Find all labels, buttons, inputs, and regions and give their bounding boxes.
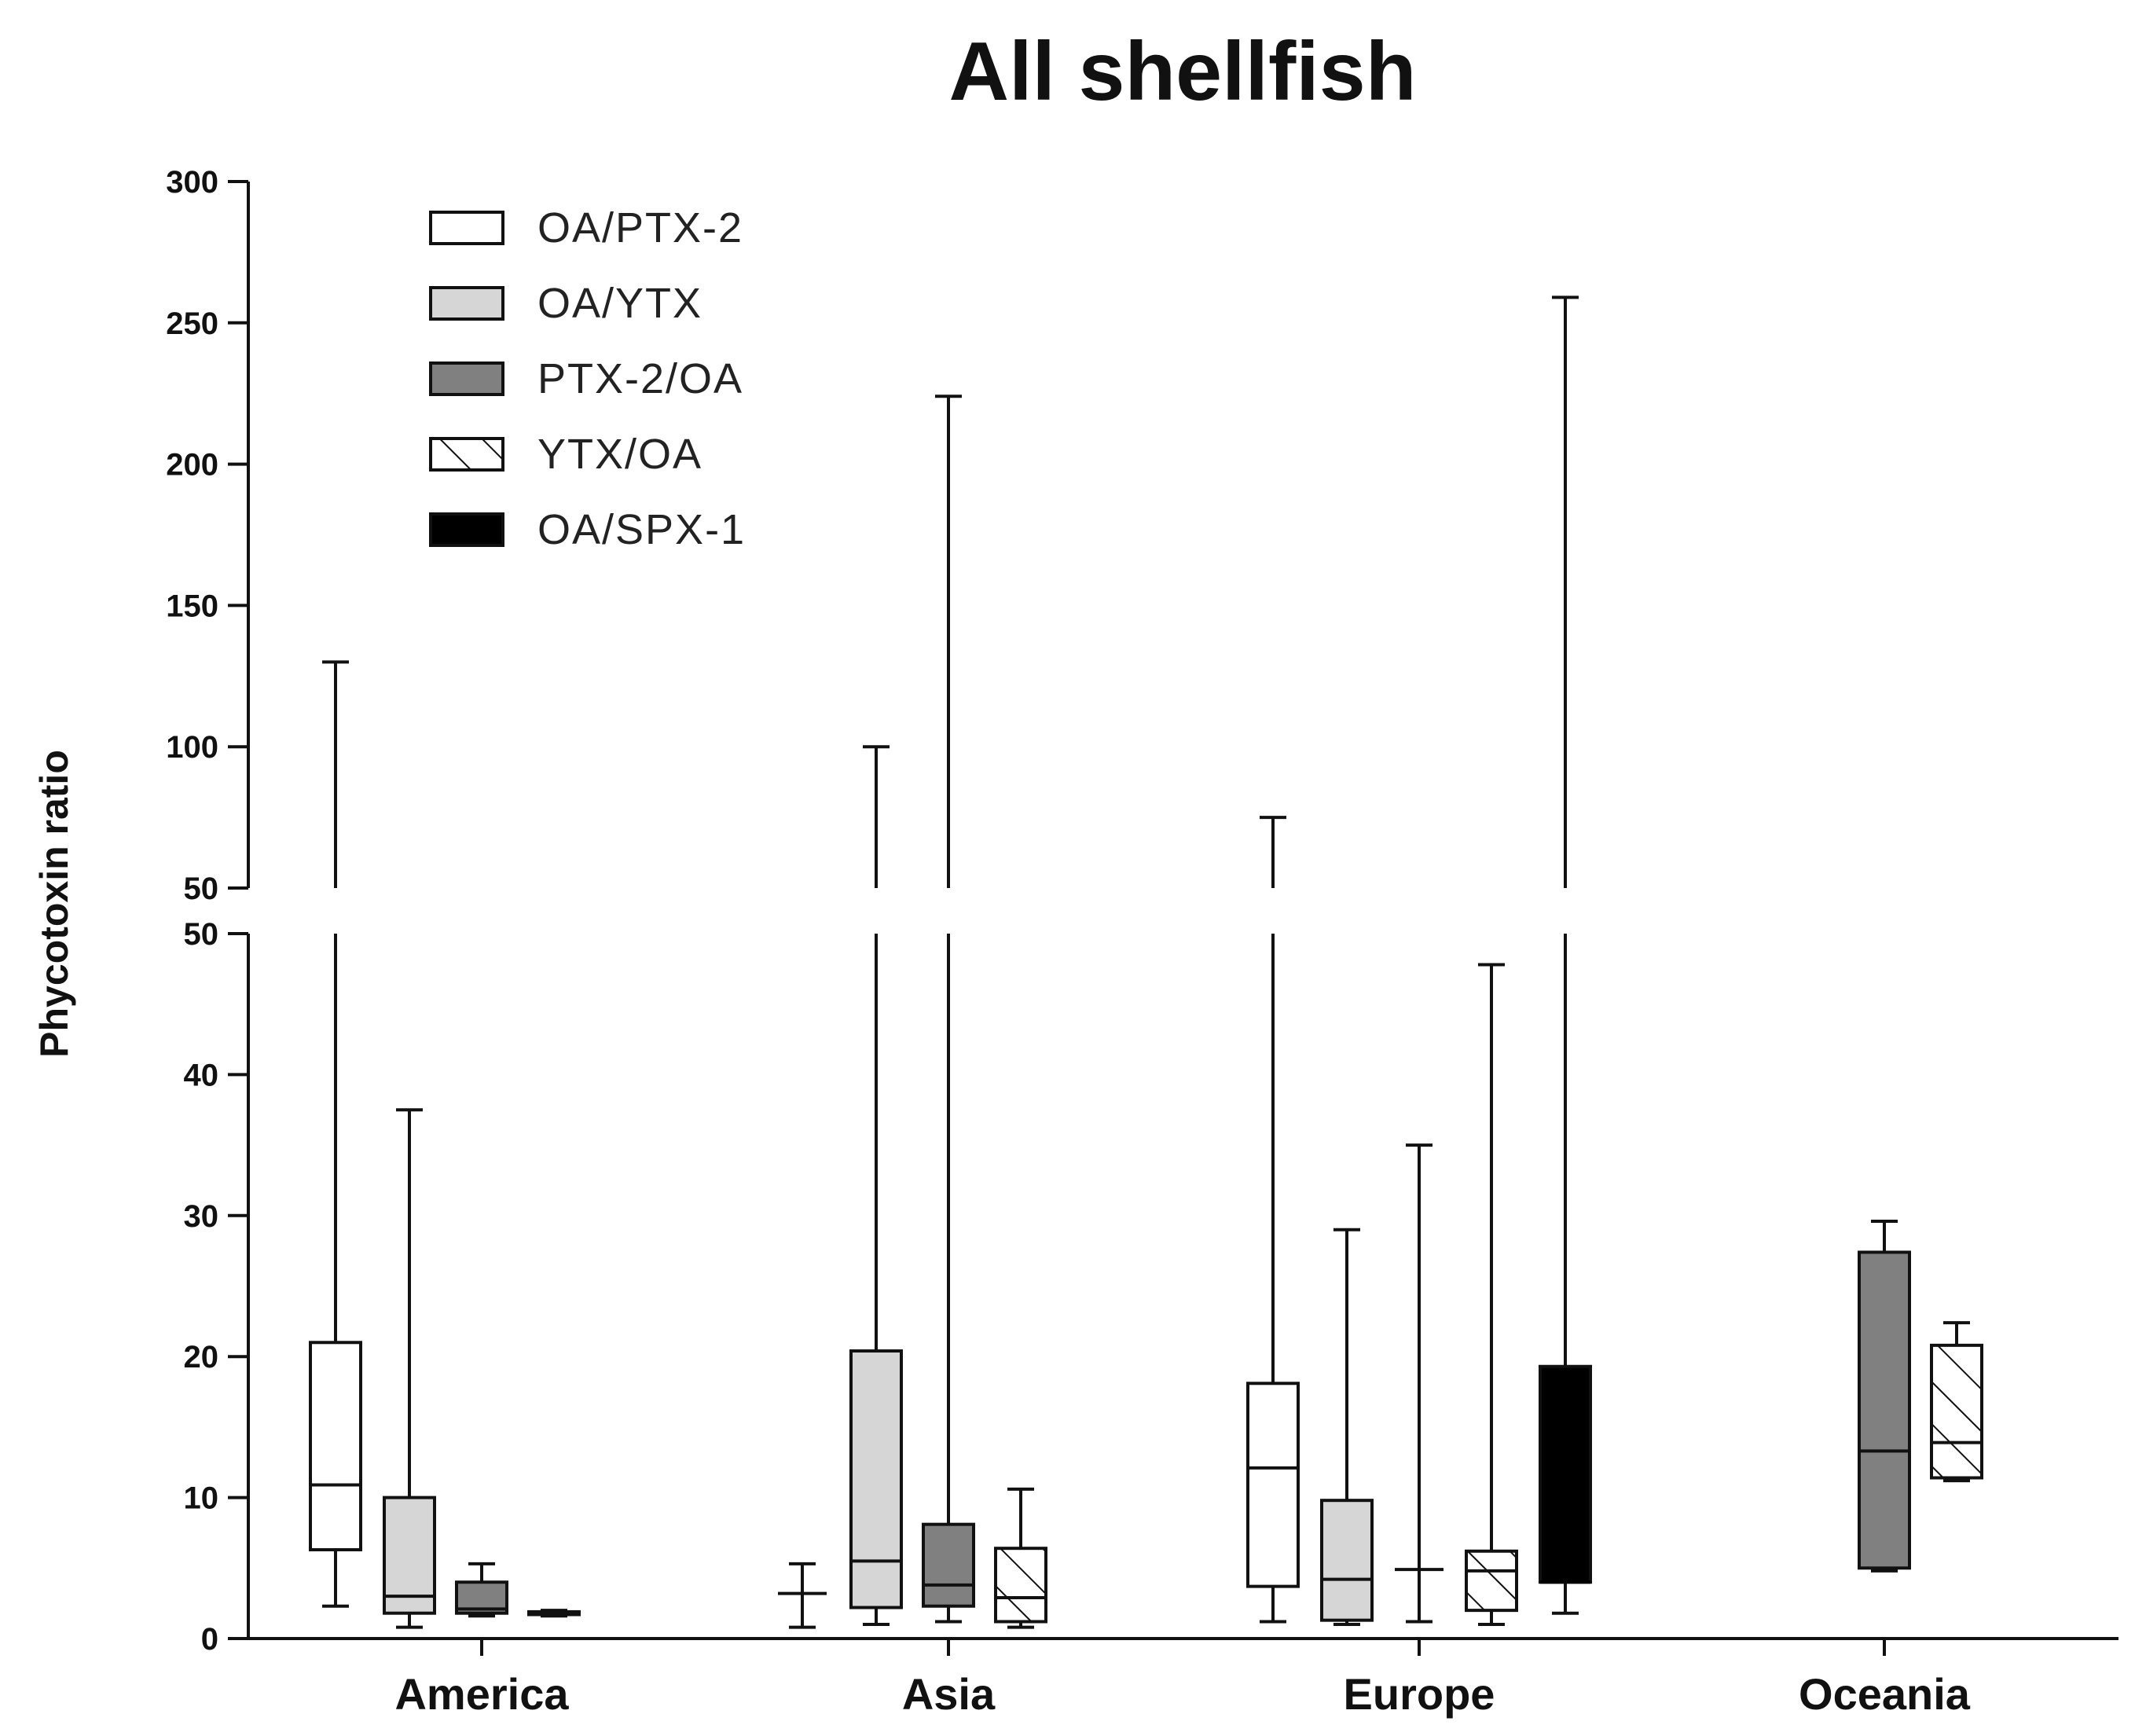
box-oa-ytx-america [383, 1496, 436, 1615]
legend-label: OA/PTX-2 [537, 204, 743, 251]
y-tick-label: 50 [184, 917, 219, 952]
box-oa-ptx-2-america [309, 1341, 362, 1551]
legend-label: YTX/OA [537, 431, 702, 478]
x-tick-label: Asia [902, 1669, 996, 1719]
legend-swatch [429, 512, 504, 547]
x-tick-label: Oceania [1799, 1669, 1971, 1719]
y-tick-label: 250 [166, 306, 218, 341]
box-ytx-oa-asia [994, 1547, 1047, 1624]
legend-swatch [429, 211, 504, 245]
y-tick-label: 150 [166, 589, 218, 623]
legend-swatch [429, 362, 504, 396]
legend-swatch [429, 286, 504, 321]
y-axis-label: Phycotoxin ratio [32, 750, 76, 1058]
y-tick-label: 0 [201, 1622, 218, 1657]
y-tick-label: 300 [166, 165, 218, 200]
box-oa-ytx-asia [849, 1349, 903, 1609]
box-ptx-2-oa-oceania [1858, 1250, 1911, 1570]
y-tick-label: 30 [184, 1199, 219, 1234]
legend-swatch [429, 437, 504, 472]
legend-label: OA/SPX-1 [537, 506, 746, 553]
y-tick-label: 20 [184, 1340, 219, 1374]
chart-title: All shellfish [949, 25, 1417, 118]
box-ptx-2-oa-asia [922, 1522, 975, 1608]
box-ytx-oa-oceania [1930, 1343, 1983, 1480]
legend-label: OA/YTX [537, 280, 702, 327]
y-tick-label: 50 [184, 872, 219, 906]
y-tick-label: 10 [184, 1481, 219, 1516]
x-tick-label: Europe [1344, 1669, 1495, 1719]
box-oa-ytx-europe [1320, 1499, 1374, 1622]
box-ytx-oa-europe [1465, 1549, 1518, 1613]
legend-label: PTX-2/OA [537, 355, 743, 402]
box-oa-ptx-2-europe [1246, 1382, 1300, 1588]
y-tick-label: 40 [184, 1058, 219, 1092]
x-tick-label: America [394, 1669, 569, 1719]
y-tick-label: 100 [166, 730, 218, 765]
y-tick-label: 200 [166, 448, 218, 483]
box-oa-spx-1-europe [1539, 1364, 1592, 1584]
